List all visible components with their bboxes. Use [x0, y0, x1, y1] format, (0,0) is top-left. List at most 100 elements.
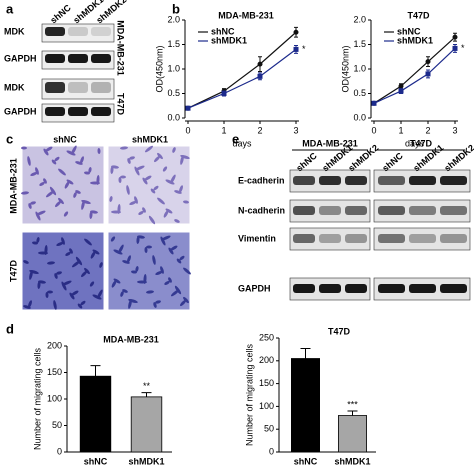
cell	[71, 260, 81, 268]
cell	[43, 148, 49, 156]
y-tick-label: 1.5	[167, 39, 180, 49]
cell	[183, 267, 191, 275]
blot-band	[345, 206, 367, 215]
cell	[81, 270, 87, 278]
blot-band	[293, 176, 315, 185]
blot-band	[91, 82, 111, 93]
blot-frame	[289, 199, 371, 223]
cell	[110, 236, 116, 242]
blot-band	[68, 27, 88, 36]
cell	[122, 260, 130, 264]
marker	[185, 105, 191, 111]
x-tick-label: 1	[398, 125, 403, 135]
blot-band	[345, 284, 367, 293]
y-tick-label: 0.5	[353, 88, 366, 98]
legend-label: shMDK1	[397, 35, 433, 45]
error-bar	[300, 347, 311, 359]
x-tick-label: shMDK1	[334, 456, 370, 465]
bar	[337, 415, 367, 453]
error-bar	[141, 392, 152, 397]
cell	[89, 211, 93, 219]
cell	[113, 249, 123, 255]
cell	[69, 292, 75, 300]
blot-band	[440, 234, 467, 243]
y-tick-label: 0	[269, 446, 274, 456]
marker	[398, 88, 404, 94]
marker	[425, 71, 431, 77]
cell	[97, 148, 101, 154]
cell	[111, 280, 117, 288]
cell	[38, 251, 48, 255]
cell	[61, 237, 65, 245]
cell	[21, 146, 27, 150]
cell	[69, 248, 73, 254]
cell	[56, 271, 62, 275]
blot-band	[409, 176, 436, 185]
y-tick-label: 0.0	[353, 112, 366, 122]
error-bar	[90, 365, 101, 377]
blot-row-label: GAPDH	[4, 106, 37, 116]
marker	[257, 73, 263, 79]
cell	[144, 247, 148, 253]
marker	[398, 83, 404, 89]
cell	[81, 200, 85, 210]
cell	[127, 158, 131, 164]
cell	[30, 201, 36, 205]
blot-band	[319, 176, 341, 185]
cell	[134, 166, 140, 176]
cell	[30, 171, 38, 177]
cell	[180, 155, 184, 165]
cell	[150, 188, 156, 194]
blot-frame	[373, 199, 471, 223]
cell	[63, 211, 69, 217]
bar	[290, 358, 320, 453]
cell	[174, 219, 180, 223]
blot-band	[91, 27, 111, 36]
cell	[37, 281, 41, 289]
y-tick-label: 100	[47, 393, 62, 403]
cell	[129, 156, 135, 160]
cell	[168, 247, 174, 255]
cell	[144, 145, 154, 153]
cell	[27, 156, 31, 166]
y-tick-label: 1.5	[353, 39, 366, 49]
cell	[75, 161, 83, 165]
y-tick-label: 2.0	[167, 14, 180, 24]
cell	[154, 155, 160, 163]
cell	[174, 190, 182, 194]
cell	[164, 281, 170, 285]
cell	[160, 236, 166, 246]
y-tick-label: 0.5	[167, 88, 180, 98]
marker	[371, 100, 377, 106]
cell	[170, 245, 178, 251]
row-label: MDA-MB-231	[8, 158, 18, 214]
blot-band	[378, 234, 405, 243]
cell	[183, 200, 189, 204]
cell	[58, 197, 64, 205]
series-line	[187, 48, 297, 109]
y-tick-label: 150	[259, 378, 274, 388]
cell	[146, 245, 152, 249]
chart-title: MDA-MB-231	[103, 334, 159, 344]
legend-label: shMDK1	[211, 35, 247, 45]
cell	[58, 168, 66, 176]
blot-band	[440, 176, 467, 185]
cell	[162, 166, 168, 172]
cell	[110, 166, 114, 174]
x-tick-label: 3	[452, 125, 457, 135]
cell	[180, 299, 186, 307]
blot-band	[45, 27, 65, 36]
blot-band	[45, 54, 65, 63]
blot-band	[91, 54, 111, 63]
cell	[137, 280, 147, 284]
column-label: shNC	[53, 134, 77, 144]
blot-band	[409, 234, 436, 243]
y-tick-label: 1.0	[353, 63, 366, 73]
cell	[45, 146, 53, 152]
cell	[160, 266, 164, 274]
blot-band	[378, 206, 405, 215]
cell	[165, 208, 173, 214]
blot-band	[68, 107, 88, 116]
blot-frame	[289, 227, 371, 251]
